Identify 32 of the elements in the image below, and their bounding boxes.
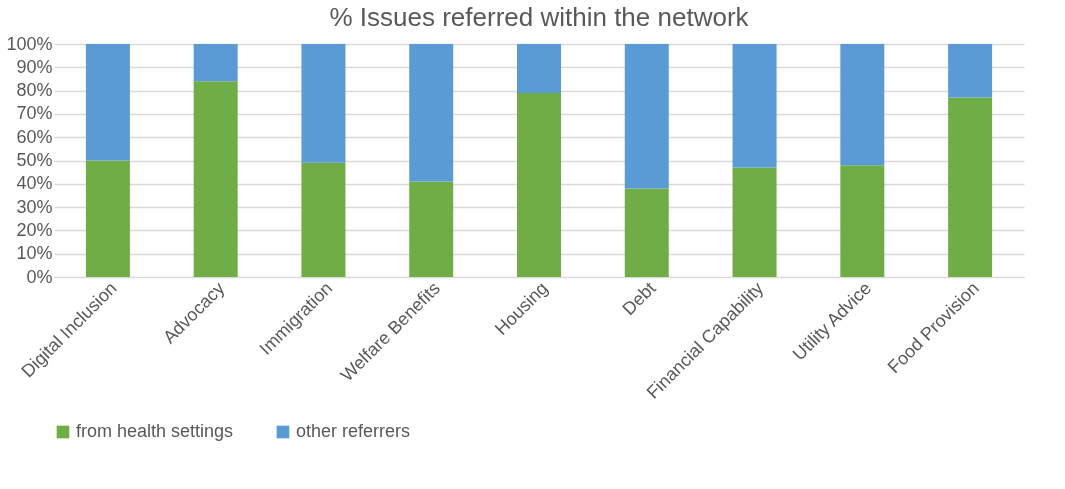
- bar: [517, 44, 561, 93]
- bar: [624, 188, 669, 277]
- bar: [85, 44, 130, 161]
- bar: [85, 160, 130, 277]
- y-tick-label: 40%: [16, 173, 53, 194]
- bar: [409, 44, 454, 182]
- bar: [301, 162, 346, 277]
- y-tick-label: 100%: [6, 33, 53, 54]
- bar: [624, 44, 669, 189]
- bar: [732, 44, 777, 168]
- bar: [948, 97, 993, 277]
- legend-label: other referrers: [296, 421, 411, 441]
- y-tick-label: 50%: [16, 150, 53, 170]
- y-tick-label: 60%: [16, 126, 53, 147]
- bar: [732, 167, 777, 277]
- y-tick-label: 90%: [16, 56, 53, 77]
- bar: [840, 44, 885, 166]
- bar: [948, 44, 993, 98]
- bar: [193, 81, 238, 277]
- y-tick-label: 70%: [16, 103, 53, 124]
- y-tick-label: 20%: [16, 219, 53, 240]
- bar: [409, 181, 454, 277]
- y-tick-label: 30%: [16, 196, 53, 217]
- y-tick-label: 0%: [26, 266, 53, 287]
- bar: [517, 92, 561, 277]
- y-tick-label: 10%: [16, 243, 53, 264]
- y-tick-label: 80%: [16, 80, 53, 101]
- chart-title: % Issues referred within the network: [329, 2, 750, 32]
- legend-label: from health settings: [76, 421, 234, 441]
- bar: [193, 44, 238, 82]
- bar: [301, 44, 346, 163]
- bar: [840, 165, 885, 277]
